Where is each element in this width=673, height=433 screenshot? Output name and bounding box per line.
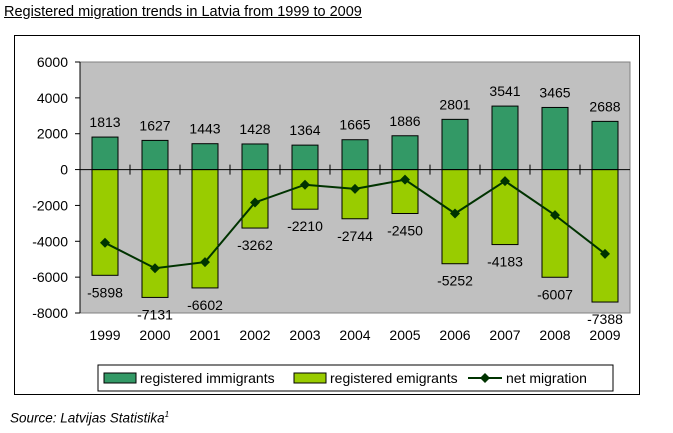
label-emigrants-2004: -2744 [337, 228, 373, 244]
x-tick-label: 2000 [139, 327, 170, 343]
bar-emigrants-2000 [141, 169, 169, 298]
y-tick-label: -6000 [32, 269, 68, 285]
label-immigrants-1999: 1813 [89, 114, 120, 130]
legend-swatch-1 [293, 372, 327, 384]
x-tick-label: 2006 [439, 327, 470, 343]
net-point-2000 [150, 263, 160, 274]
label-emigrants-2009: -7388 [587, 311, 623, 327]
label-emigrants-2002: -3262 [237, 237, 273, 253]
bar-emigrants-2008 [541, 169, 569, 278]
x-tick-label: 2002 [239, 327, 270, 343]
label-immigrants-2005: 1886 [389, 113, 420, 129]
bar-immigrants-1999 [91, 136, 119, 171]
net-point-2009 [600, 248, 610, 259]
label-immigrants-2001: 1443 [189, 121, 220, 137]
label-immigrants-2009: 2688 [589, 98, 620, 114]
label-immigrants-2007: 3541 [489, 83, 520, 99]
label-immigrants-2008: 3465 [539, 84, 570, 100]
y-tick-label: 4000 [37, 90, 68, 106]
label-immigrants-2004: 1665 [339, 117, 370, 133]
net-point-2004 [350, 183, 360, 194]
bar-immigrants-2002 [241, 143, 269, 171]
legend: registered immigrants registered emigrant… [97, 364, 614, 392]
bar-immigrants-2004 [341, 139, 369, 171]
net-point-1999 [100, 237, 110, 248]
bar-emigrants-2004 [341, 169, 369, 220]
label-immigrants-2002: 1428 [239, 121, 270, 137]
label-emigrants-2007: -4183 [487, 254, 523, 270]
source-text: Source: Latvijas Statistika [10, 410, 165, 426]
label-emigrants-2001: -6602 [187, 297, 223, 313]
x-tick-label: 2004 [339, 327, 370, 343]
chart: 6000 4000 2000 0 -2000 -4000 -6000 -8000 1813 -5… [32, 54, 631, 392]
y-tick-label: 6000 [37, 54, 68, 70]
label-emigrants-2003: -2210 [287, 218, 323, 234]
legend-marker [480, 373, 490, 383]
source-note: Source: Latvijas Statistika1 [10, 410, 169, 426]
label-emigrants-2008: -6007 [537, 286, 573, 302]
legend-swatch-0 [103, 372, 137, 384]
y-tick-label: -2000 [32, 197, 68, 213]
bar-immigrants-2000 [141, 139, 169, 171]
bar-immigrants-2006 [441, 118, 469, 171]
bar-immigrants-2009 [591, 120, 619, 171]
net-point-2002 [250, 197, 260, 208]
x-tick-label: 2003 [289, 327, 320, 343]
y-axis: 6000 4000 2000 0 -2000 -4000 -6000 -8000 [32, 54, 80, 321]
net-point-2008 [550, 210, 560, 221]
legend-label-1: registered emigrants [330, 370, 458, 386]
x-tick-label: 1999 [89, 327, 120, 343]
x-tick-label: 2008 [539, 327, 570, 343]
bar-immigrants-2007 [491, 105, 519, 171]
y-tick-label: -4000 [32, 233, 68, 249]
net-point-2005 [400, 174, 410, 185]
footnote-marker: 1 [164, 410, 170, 419]
chart-frame: 6000 4000 2000 0 -2000 -4000 -6000 -8000 1813 -5… [14, 35, 640, 395]
axes [79, 62, 630, 313]
bar-immigrants-2005 [391, 135, 419, 171]
bar-emigrants-2001 [191, 169, 219, 289]
legend-box [97, 364, 614, 392]
label-immigrants-2006: 2801 [439, 96, 470, 112]
bar-emigrants-1999 [91, 169, 119, 276]
y-tick-label: 0 [60, 162, 68, 178]
label-emigrants-2006: -5252 [437, 273, 473, 289]
bar-immigrants-2008 [541, 106, 569, 171]
bar-emigrants-2009 [591, 169, 619, 303]
label-emigrants-2000: -7131 [137, 306, 173, 322]
x-tick-label: 2001 [189, 327, 220, 343]
label-immigrants-2000: 1627 [139, 117, 170, 133]
x-axis: 1999 2000 2001 2002 2003 2004 2005 2006 2007 2008… [89, 327, 620, 343]
x-tick-label: 2007 [489, 327, 520, 343]
bars [91, 105, 619, 303]
label-immigrants-2003: 1364 [289, 122, 320, 138]
net-migration-line [100, 174, 610, 274]
y-tick-label: 2000 [37, 126, 68, 142]
x-tick-label: 2009 [589, 327, 620, 343]
label-emigrants-2005: -2450 [387, 222, 423, 238]
bar-immigrants-2003 [291, 144, 319, 171]
y-tick-label: -8000 [32, 305, 68, 321]
net-point-2007 [500, 176, 510, 187]
legend-label-2: net migration [506, 370, 587, 386]
bar-immigrants-2001 [191, 143, 219, 171]
x-tick-label: 2005 [389, 327, 420, 343]
page-title: Registered migration trends in Latvia fr… [4, 4, 362, 20]
net-point-2003 [300, 179, 310, 190]
net-point-2001 [200, 257, 210, 268]
data-labels: 1813 -5898 1627 -7131 1443 -6602 1428 -3262 1364… [87, 83, 623, 327]
label-emigrants-1999: -5898 [87, 284, 123, 300]
legend-label-0: registered immigrants [140, 370, 275, 386]
net-point-2006 [450, 208, 460, 219]
